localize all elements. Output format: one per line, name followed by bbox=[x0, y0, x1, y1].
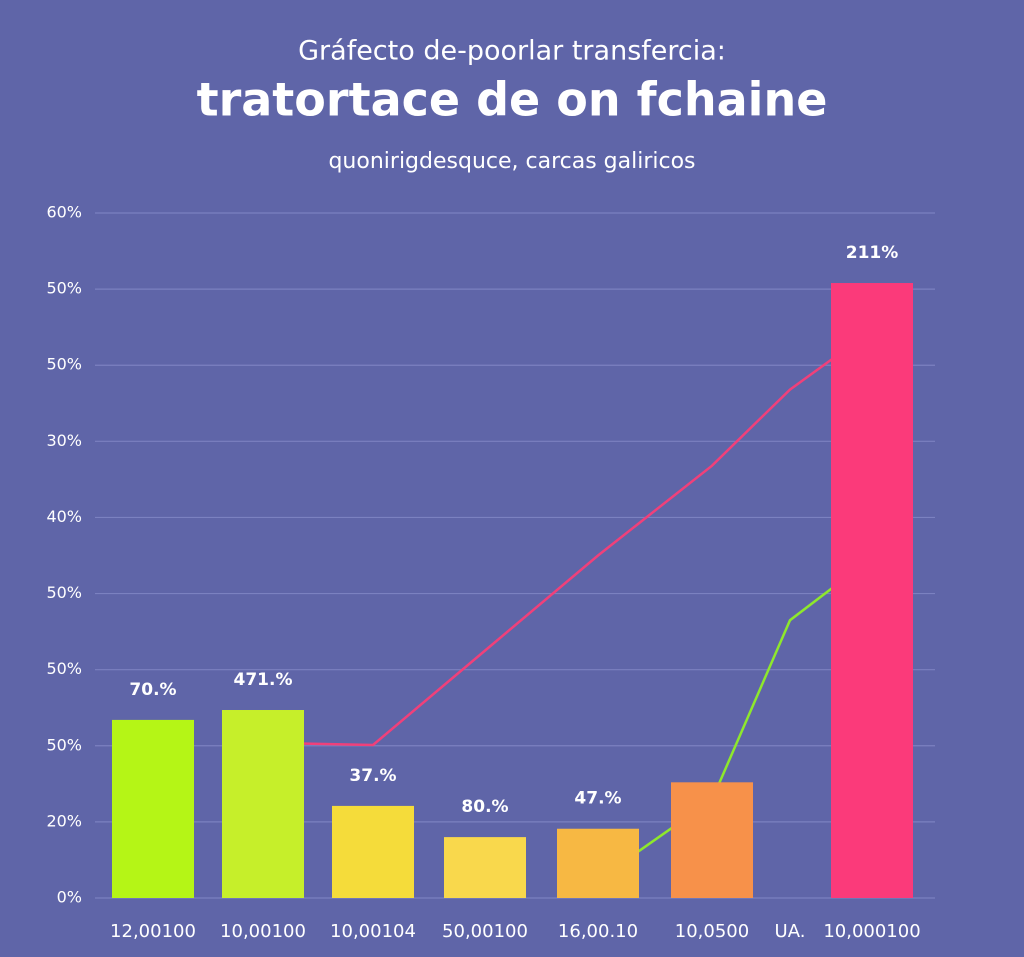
value-label: 80.% bbox=[461, 797, 508, 817]
y-tick-label: 50% bbox=[46, 355, 82, 374]
chart-title: Gráfecto de-poorlar transfercia: bbox=[298, 36, 726, 67]
bar bbox=[557, 828, 639, 898]
x-tick-label: 10,000100 bbox=[823, 921, 920, 942]
y-tick-label: 50% bbox=[46, 583, 82, 602]
chart-subtitle: tratortace de on fchaine bbox=[197, 73, 828, 127]
x-tick-label: 50,00100 bbox=[442, 921, 528, 942]
bar bbox=[444, 837, 526, 898]
y-tick-label: 0% bbox=[57, 888, 82, 907]
y-tick-label: 60% bbox=[46, 203, 82, 222]
bar bbox=[112, 719, 194, 898]
y-tick-label: 40% bbox=[46, 507, 82, 526]
x-tick-label: 10,00100 bbox=[220, 921, 306, 942]
chart-caption: quonirigdesquce, carcas galiricos bbox=[328, 149, 695, 174]
x-tick-label: 10,0500 bbox=[675, 921, 749, 942]
x-tick-label: 12,00100 bbox=[110, 921, 196, 942]
x-tick-label: UA. bbox=[775, 921, 806, 942]
x-tick-label: 10,00104 bbox=[330, 921, 416, 942]
y-tick-label: 50% bbox=[46, 659, 82, 678]
bar bbox=[671, 782, 753, 898]
bar bbox=[332, 805, 414, 898]
x-tick-label: 16,00.10 bbox=[558, 921, 638, 942]
value-label: 37.% bbox=[349, 766, 396, 786]
bar bbox=[222, 710, 304, 898]
value-label: 47.% bbox=[574, 789, 621, 809]
y-tick-label: 50% bbox=[46, 279, 82, 298]
y-tick-label: 30% bbox=[46, 431, 82, 450]
bar bbox=[831, 283, 913, 898]
value-label: 471.% bbox=[234, 670, 293, 690]
trend-line bbox=[262, 329, 873, 747]
y-tick-label: 50% bbox=[46, 735, 82, 754]
value-label: 70.% bbox=[129, 680, 176, 700]
y-tick-label: 20% bbox=[46, 811, 82, 830]
value-label: 211% bbox=[846, 243, 899, 263]
